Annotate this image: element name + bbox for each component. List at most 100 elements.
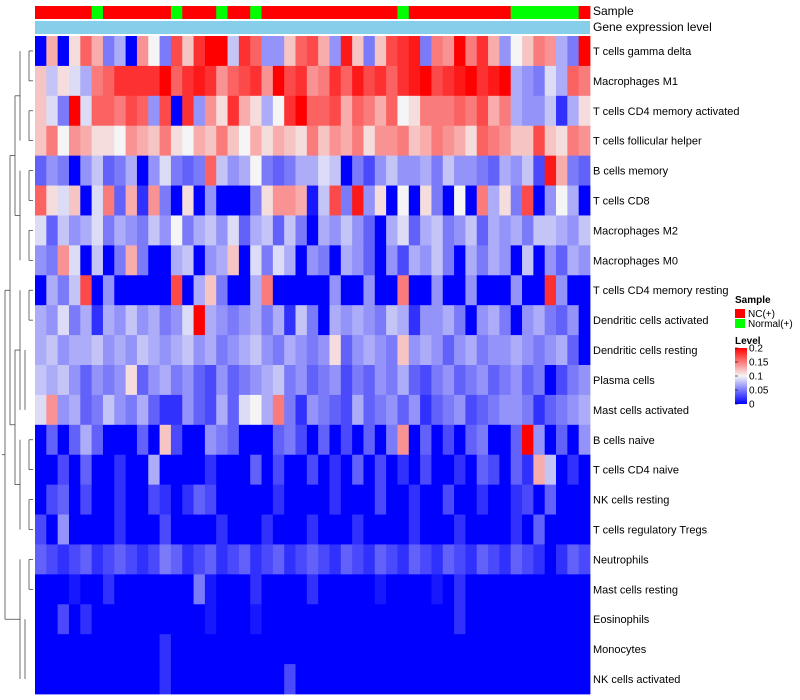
heatmap-cell xyxy=(510,185,523,216)
heatmap-cell xyxy=(91,604,104,635)
heatmap-cell xyxy=(488,275,500,306)
heatmap-cell xyxy=(35,95,47,127)
sample-annotation-cell xyxy=(465,6,478,19)
heatmap-cell xyxy=(386,215,398,246)
heatmap-cell xyxy=(465,574,478,605)
heatmap-cell xyxy=(46,155,59,186)
heatmap-cell xyxy=(329,36,342,67)
level-tick-label: 0.1 xyxy=(749,372,763,383)
heatmap-cell xyxy=(46,365,59,396)
heatmap-cell xyxy=(102,215,115,246)
heatmap-cell xyxy=(556,245,568,276)
heatmap-cell xyxy=(170,65,183,97)
heatmap-cell xyxy=(227,275,240,306)
heatmap-cell xyxy=(170,604,183,635)
heatmap-cell xyxy=(510,245,523,276)
heatmap-cell xyxy=(318,215,330,246)
heatmap-cell xyxy=(318,65,330,97)
heatmap-cell xyxy=(261,424,274,456)
heatmap-cell xyxy=(544,155,557,186)
heatmap-cell xyxy=(125,365,138,396)
heatmap-cell xyxy=(216,634,228,665)
heatmap-cell xyxy=(148,634,160,665)
heatmap-cell xyxy=(488,155,500,186)
heatmap-cell xyxy=(159,36,172,67)
heatmap-cell xyxy=(136,634,149,665)
sample-annotation-cell xyxy=(102,6,115,19)
heatmap-cell xyxy=(57,424,70,456)
heatmap-cell xyxy=(533,155,546,186)
heatmap-cell xyxy=(408,634,421,665)
heatmap-cell xyxy=(238,424,251,456)
heatmap-cell xyxy=(363,394,376,426)
heatmap-cell xyxy=(431,484,444,515)
heatmap-cell xyxy=(295,275,308,306)
heatmap-cell xyxy=(193,305,206,336)
sample-annotation-cell xyxy=(261,6,274,19)
heatmap-cell xyxy=(250,215,262,246)
heatmap-cell xyxy=(148,574,160,605)
heatmap-cell xyxy=(238,125,251,157)
heatmap-cell xyxy=(193,245,206,276)
heatmap-cell xyxy=(114,275,127,306)
heatmap-cell xyxy=(420,305,432,336)
heatmap-cell xyxy=(102,365,115,396)
heatmap-cell xyxy=(80,484,93,515)
heatmap-cell xyxy=(238,394,251,426)
heatmap-cell xyxy=(578,574,591,605)
heatmap-cell xyxy=(170,155,183,186)
heatmap-cell xyxy=(295,155,308,186)
heatmap-cell xyxy=(442,365,455,396)
row-label: Dendritic cells resting xyxy=(593,345,698,357)
heatmap-cell xyxy=(318,185,330,216)
heatmap-cell xyxy=(374,514,387,545)
heatmap-cell xyxy=(227,95,240,127)
heatmap-cell xyxy=(272,424,285,456)
heatmap-cell xyxy=(68,335,81,366)
heatmap-cell xyxy=(318,514,330,545)
heatmap-cell xyxy=(476,335,489,366)
heatmap-cell xyxy=(170,454,183,486)
heatmap-cell xyxy=(182,36,194,67)
heatmap-cell xyxy=(306,484,319,515)
heatmap-cell xyxy=(159,125,172,157)
sample-annotation-cell xyxy=(204,6,217,19)
heatmap-cell xyxy=(182,424,194,456)
heatmap-cell xyxy=(442,544,455,575)
heatmap-cell xyxy=(340,95,353,127)
heatmap-cell xyxy=(68,664,81,695)
heatmap-cell xyxy=(352,424,364,456)
heatmap-cell xyxy=(46,185,59,216)
heatmap-cell xyxy=(454,634,466,665)
heatmap-cell xyxy=(193,394,206,426)
heatmap-cell xyxy=(420,36,432,67)
heatmap-cell xyxy=(238,664,251,695)
heatmap-cell xyxy=(431,275,444,306)
heatmap-cell xyxy=(57,305,70,336)
heatmap-cell xyxy=(476,634,489,665)
level-tick-label: 0.2 xyxy=(749,344,763,355)
heatmap-cell xyxy=(556,275,568,306)
heatmap-cell xyxy=(431,65,444,97)
heatmap-cell xyxy=(454,514,466,545)
heatmap-cell xyxy=(46,95,59,127)
heatmap-cell xyxy=(216,275,228,306)
heatmap-cell xyxy=(408,514,421,545)
heatmap-cell xyxy=(306,335,319,366)
heatmap-cell xyxy=(125,484,138,515)
heatmap-cell xyxy=(476,125,489,157)
heatmap-cell xyxy=(272,664,285,695)
sample-annotation-cell xyxy=(533,6,546,19)
row-label: T cells CD4 memory resting xyxy=(593,285,729,297)
heatmap-cell xyxy=(522,604,534,635)
heatmap-cell xyxy=(442,215,455,246)
heatmap-cell xyxy=(204,215,217,246)
heatmap-cell xyxy=(522,544,534,575)
heatmap-cell xyxy=(295,245,308,276)
heatmap-cell xyxy=(386,634,398,665)
heatmap-cell xyxy=(193,125,206,157)
heatmap-cell xyxy=(261,544,274,575)
heatmap-cell xyxy=(193,36,206,67)
heatmap-cell xyxy=(340,514,353,545)
heatmap-cell xyxy=(556,335,568,366)
